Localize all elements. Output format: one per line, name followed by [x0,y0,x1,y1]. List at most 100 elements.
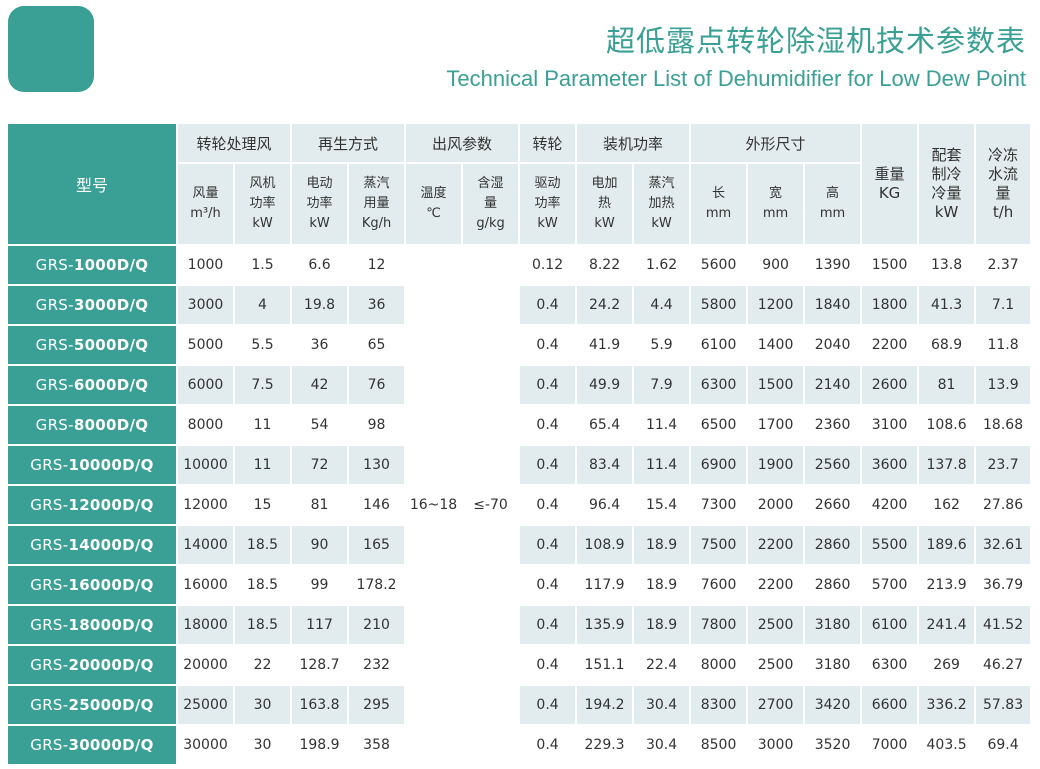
drive-power-cell: 0.4 [520,446,578,486]
model-cell: GRS-12000D/Q [8,486,178,526]
electric-heat-cell: 135.9 [577,606,635,646]
steam-usage-cell: 358 [349,726,407,766]
model-cell: GRS-25000D/Q [8,686,178,726]
electric-power-cell: 19.8 [292,286,350,326]
chilled-water-cell: 41.52 [976,606,1033,646]
height-cell: 2360 [805,406,863,446]
electric-heat-cell: 151.1 [577,646,635,686]
steam-usage-cell: 98 [349,406,407,446]
group-header-regeneration: 再生方式 [292,124,407,164]
air-volume-cell: 25000 [178,686,235,726]
width-cell: 1200 [748,286,806,326]
width-cell: 1400 [748,326,806,366]
subheader-steam-heat: 蒸汽 加热 kW [634,164,692,246]
steam-usage-cell: 178.2 [349,566,407,606]
electric-power-cell: 163.8 [292,686,350,726]
electric-power-cell: 117 [292,606,350,646]
height-cell: 2860 [805,566,863,606]
width-cell: 2700 [748,686,806,726]
drive-power-cell: 0.4 [520,286,578,326]
width-cell: 1700 [748,406,806,446]
height-cell: 2660 [805,486,863,526]
drive-power-cell: 0.4 [520,646,578,686]
air-volume-cell: 8000 [178,406,235,446]
air-volume-cell: 12000 [178,486,235,526]
fan-power-cell: 18.5 [235,526,293,566]
height-cell: 1840 [805,286,863,326]
air-volume-cell: 6000 [178,366,235,406]
subheader-temperature: 温度 ℃ [406,164,464,246]
model-cell: GRS-3000D/Q [8,286,178,326]
table-row: GRS-30000D/Q 30000 30 198.9 358 0.4 229.3 30.4 8… [8,726,1033,766]
cooling-capacity-cell: 108.6 [919,406,977,446]
group-header-rotor-air: 转轮处理风 [178,124,293,164]
chilled-water-cell: 27.86 [976,486,1033,526]
weight-cell: 3100 [862,406,920,446]
electric-heat-cell: 8.22 [577,246,635,286]
chilled-water-cell: 2.37 [976,246,1033,286]
steam-usage-cell: 295 [349,686,407,726]
steam-heat-cell: 18.9 [634,606,692,646]
length-cell: 8300 [691,686,749,726]
drive-power-cell: 0.4 [520,326,578,366]
air-volume-cell: 18000 [178,606,235,646]
height-cell: 2140 [805,366,863,406]
steam-heat-cell: 1.62 [634,246,692,286]
electric-power-cell: 90 [292,526,350,566]
air-volume-cell: 16000 [178,566,235,606]
length-cell: 8000 [691,646,749,686]
fan-power-cell: 11 [235,406,293,446]
fan-power-cell: 5.5 [235,326,293,366]
drive-power-cell: 0.4 [520,686,578,726]
chilled-water-cell: 32.61 [976,526,1033,566]
drive-power-cell: 0.4 [520,366,578,406]
steam-usage-cell: 65 [349,326,407,366]
electric-power-cell: 42 [292,366,350,406]
chilled-water-cell: 13.9 [976,366,1033,406]
length-cell: 7300 [691,486,749,526]
fan-power-cell: 30 [235,726,293,766]
subheader-drive-power: 驱动 功率 kW [520,164,578,246]
steam-heat-cell: 7.9 [634,366,692,406]
steam-usage-cell: 232 [349,646,407,686]
model-cell: GRS-30000D/Q [8,726,178,766]
group-header-dimensions: 外形尺寸 [691,124,863,164]
electric-heat-cell: 229.3 [577,726,635,766]
electric-power-cell: 198.9 [292,726,350,766]
table-row: GRS-1000D/Q 1000 1.5 6.6 12 16~18 ≤-70 0.12 8.22… [8,246,1033,766]
cooling-capacity-cell: 213.9 [919,566,977,606]
electric-heat-cell: 108.9 [577,526,635,566]
height-cell: 3420 [805,686,863,726]
group-header-outlet: 出风参数 [406,124,521,164]
steam-heat-cell: 11.4 [634,446,692,486]
length-cell: 7500 [691,526,749,566]
drive-power-cell: 0.4 [520,486,578,526]
weight-cell: 3600 [862,446,920,486]
cooling-capacity-cell: 241.4 [919,606,977,646]
parameter-table: 型号 转轮处理风 再生方式 出风参数 转轮 装机功率 外形尺寸 重量 KG 配套制… [8,124,1033,766]
electric-power-cell: 72 [292,446,350,486]
subheader-electric-heat: 电加热 kW [577,164,635,246]
weight-cell: 4200 [862,486,920,526]
air-volume-cell: 14000 [178,526,235,566]
cooling-capacity-cell: 68.9 [919,326,977,366]
chilled-water-cell: 11.8 [976,326,1033,366]
drive-power-cell: 0.4 [520,406,578,446]
width-cell: 3000 [748,726,806,766]
table-row: GRS-14000D/Q 14000 18.5 90 165 0.4 108.9 18.9 75… [8,526,1033,566]
steam-heat-cell: 22.4 [634,646,692,686]
length-cell: 7600 [691,566,749,606]
electric-heat-cell: 24.2 [577,286,635,326]
width-cell: 2200 [748,526,806,566]
drive-power-cell: 0.4 [520,526,578,566]
chilled-water-cell: 7.1 [976,286,1033,326]
table-row: GRS-3000D/Q 3000 4 19.8 36 0.4 24.2 4.4 5800 1200… [8,286,1033,326]
outlet-temperature-cell: 16~18 [406,246,464,766]
table-row: GRS-10000D/Q 10000 11 72 130 0.4 83.4 11.4 6900 1… [8,446,1033,486]
steam-usage-cell: 76 [349,366,407,406]
table-row: GRS-25000D/Q 25000 30 163.8 295 0.4 194.2 30.4 8… [8,686,1033,726]
drive-power-cell: 0.4 [520,566,578,606]
chilled-water-cell: 23.7 [976,446,1033,486]
cooling-capacity-cell: 137.8 [919,446,977,486]
length-cell: 5600 [691,246,749,286]
